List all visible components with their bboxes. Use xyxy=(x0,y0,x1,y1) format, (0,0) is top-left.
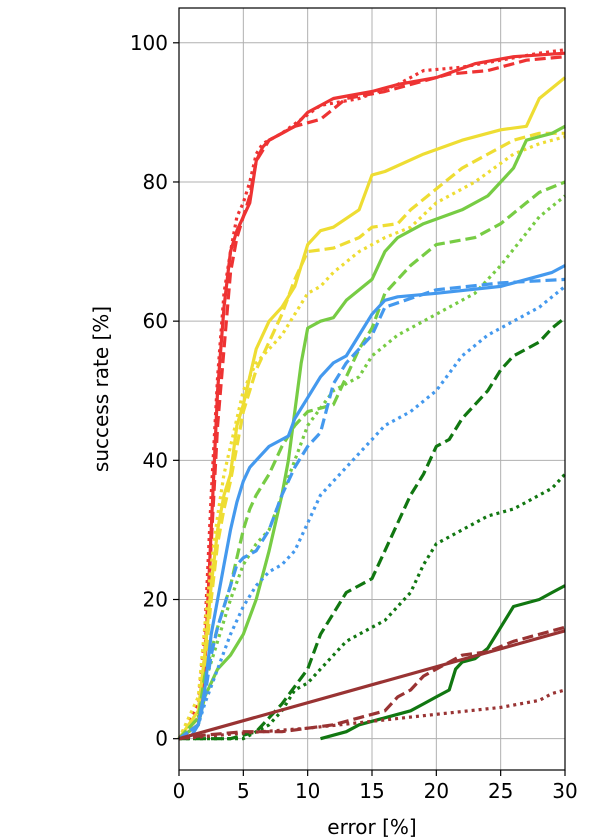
y-tick-label: 40 xyxy=(143,448,168,472)
x-tick-label: 30 xyxy=(552,779,577,803)
y-tick-label: 60 xyxy=(143,309,168,333)
grid xyxy=(178,8,566,770)
ticks: 0 5 10 15 20 25 30 0 20 40 60 80 100 xyxy=(130,31,578,803)
x-tick-label: 20 xyxy=(424,779,449,803)
series-line-17 xyxy=(178,625,566,741)
y-tick-label: 20 xyxy=(143,588,168,612)
series-line-6 xyxy=(177,135,566,740)
series-line-18 xyxy=(178,688,566,741)
y-tick-label: 100 xyxy=(130,31,168,55)
series-group xyxy=(177,48,567,741)
x-tick-label: 5 xyxy=(237,779,250,803)
series-line-7 xyxy=(178,124,566,740)
series-line-4 xyxy=(177,76,567,740)
x-tick-label: 15 xyxy=(359,779,384,803)
series-line-14 xyxy=(179,473,567,741)
series-line-10 xyxy=(178,264,566,741)
series-line-11 xyxy=(178,277,566,740)
series-line-9 xyxy=(177,194,567,740)
series-line-5 xyxy=(177,131,565,740)
x-tick-label: 0 xyxy=(173,779,186,803)
x-tick-label: 25 xyxy=(488,779,513,803)
x-tick-label: 10 xyxy=(295,779,320,803)
series-line-2 xyxy=(177,55,566,740)
series-line-12 xyxy=(178,285,567,740)
series-line-16 xyxy=(178,629,566,741)
series-line-15 xyxy=(320,584,566,741)
x-axis-label: error [%] xyxy=(327,815,416,839)
y-axis-label: success rate [%] xyxy=(89,306,113,472)
y-tick-label: 0 xyxy=(155,727,168,751)
y-tick-label: 80 xyxy=(143,170,168,194)
series-line-3 xyxy=(177,48,566,740)
